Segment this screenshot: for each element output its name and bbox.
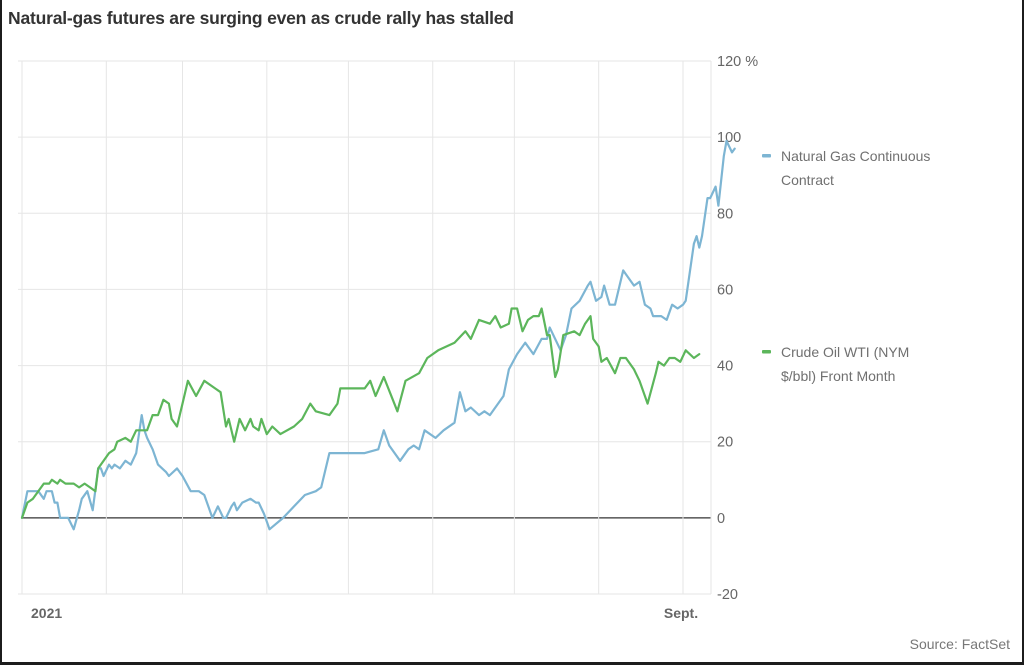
legend: Natural Gas Continuous Contract Crude Oil … (762, 148, 930, 384)
legend-item: Crude Oil WTI (NYM $/bbl) Front Month (762, 344, 909, 384)
y-axis: 120 % 100 80 60 40 20 0 -20 (717, 54, 758, 603)
y-tick-label: -20 (717, 587, 738, 603)
y-tick-label: 80 (717, 206, 733, 222)
legend-swatch (762, 350, 771, 354)
legend-item: Natural Gas Continuous Contract (762, 148, 930, 188)
series-line (20, 307, 701, 519)
y-tick-label: 40 (717, 359, 733, 375)
y-tick-label: 20 (717, 435, 733, 451)
y-tick-label: 60 (717, 282, 733, 298)
y-tick-label: 120 % (717, 54, 758, 70)
x-axis: 2021 Sept. (31, 605, 698, 621)
legend-swatch (762, 154, 771, 158)
y-tick-label: 100 (717, 130, 741, 146)
x-tick-label: Sept. (664, 605, 698, 621)
grid (18, 60, 712, 595)
y-tick-label: 0 (717, 511, 725, 527)
chart-title: Natural-gas futures are surging even as … (8, 8, 514, 28)
series-crude-oil (20, 307, 701, 519)
series-natural-gas (20, 139, 736, 531)
series-line (20, 139, 736, 531)
legend-label: Natural Gas Continuous Contract (781, 148, 930, 188)
x-tick-label: 2021 (31, 605, 62, 621)
series-lines (20, 139, 736, 531)
source-note: Source: FactSet (909, 636, 1010, 652)
legend-label: Crude Oil WTI (NYM $/bbl) Front Month (781, 344, 909, 384)
